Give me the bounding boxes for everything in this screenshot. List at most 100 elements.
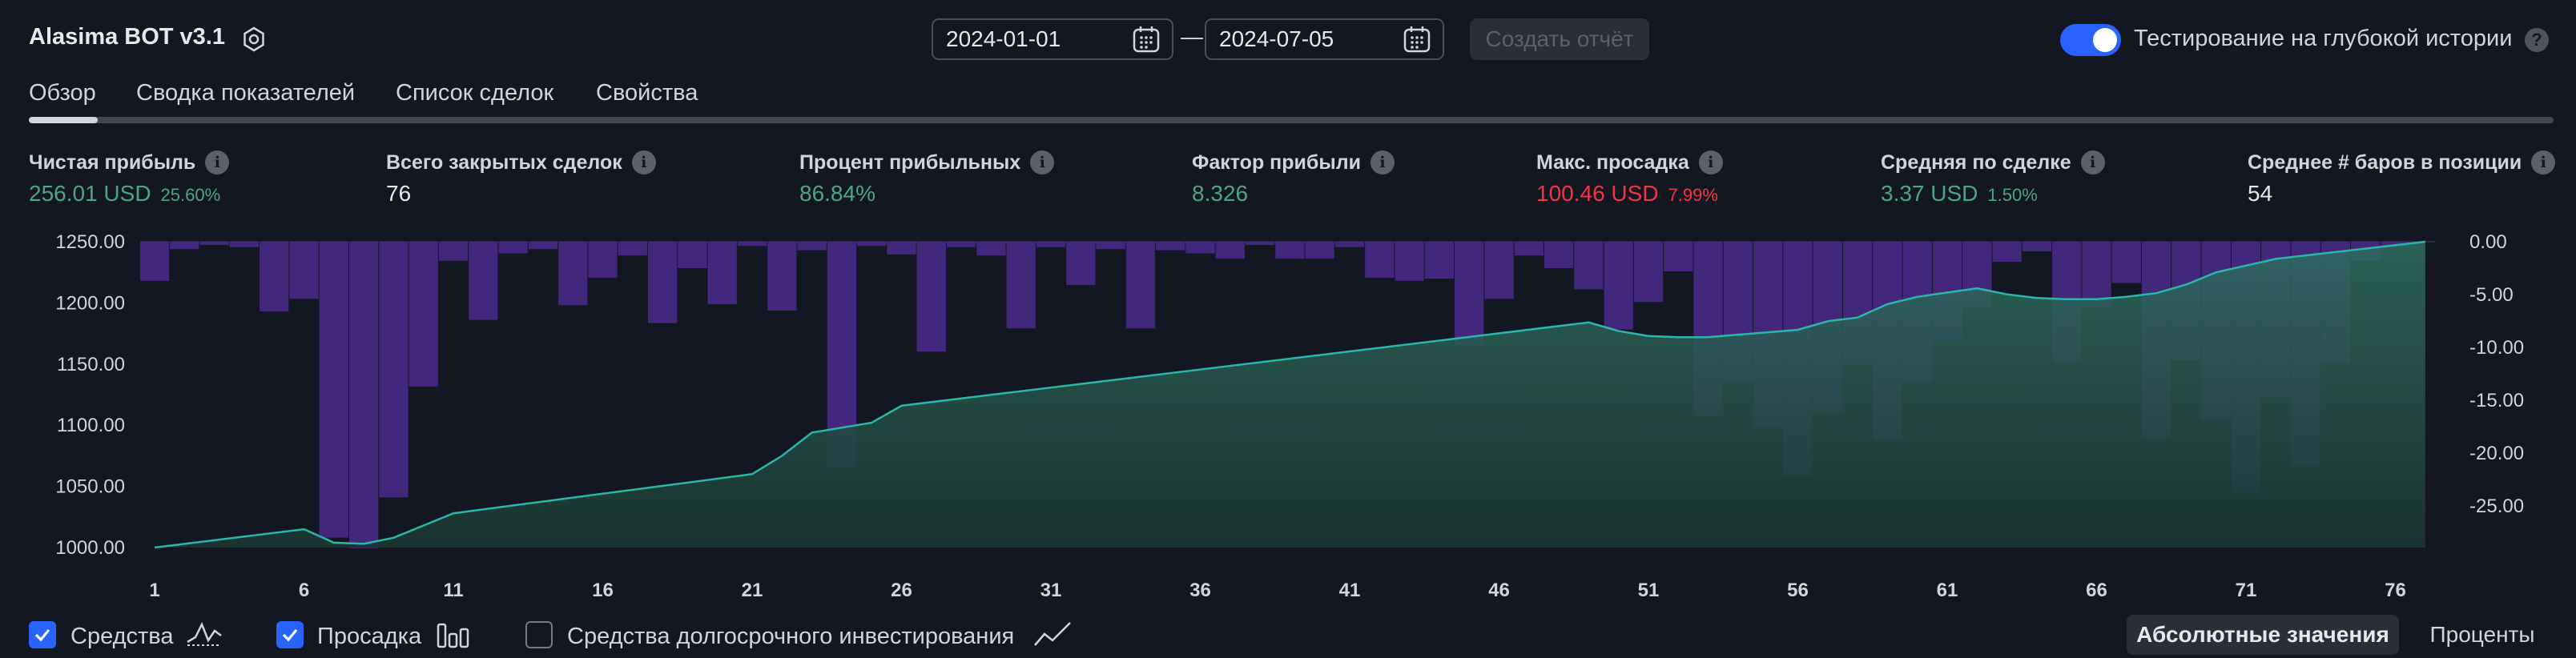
drawdown-bar — [2022, 242, 2052, 251]
drawdown-bar — [469, 242, 498, 320]
app-title: Alasima BOT v3.1 — [29, 24, 225, 50]
bar-chart-icon — [437, 623, 469, 648]
metric-profit-factor-value: 8.326 — [1192, 181, 1249, 206]
drawdown-bar — [229, 242, 260, 247]
metric-avg-bars-label: Среднее # баров в позиции i — [2248, 150, 2556, 175]
drawdown-bar — [1066, 242, 1096, 286]
drawdown-bar — [1992, 242, 2022, 263]
checkmark-icon — [34, 628, 50, 642]
y-left-tick-label: 1000.00 — [55, 537, 125, 559]
help-icon[interactable]: ? — [2525, 28, 2549, 52]
metric-value-text: 100.46 USD — [1536, 181, 1659, 206]
drawdown-bar — [199, 242, 229, 245]
buy-hold-equity-checkbox[interactable] — [525, 621, 553, 648]
drawdown-bar — [498, 242, 528, 254]
x-tick-label: 1 — [149, 580, 159, 601]
drawdown-bar — [1544, 242, 1574, 268]
drawdown-bar — [348, 242, 379, 548]
metric-label-text: Чистая прибыль — [29, 150, 196, 174]
y-left-tick-label: 1150.00 — [57, 354, 125, 375]
drawdown-bar — [1664, 242, 1693, 271]
absolute-values-button[interactable]: Абсолютные значения — [2127, 615, 2399, 655]
drawdown-bar — [887, 242, 916, 255]
drawdown-bar — [976, 242, 1006, 256]
drawdown-bar — [1334, 242, 1365, 247]
drawdown-bar — [1574, 242, 1604, 290]
tabs-scroll-track — [29, 117, 2554, 123]
info-icon[interactable]: i — [1030, 150, 1055, 175]
tab-active-indicator — [29, 117, 98, 123]
drawdown-bar — [1305, 242, 1334, 259]
drawdown-bar — [558, 242, 588, 306]
drawdown-bar — [139, 242, 170, 281]
x-tick-label: 36 — [1189, 580, 1211, 601]
y-axis-left: 1250.00 1200.00 1150.00 1100.00 1050.00 1000.… — [55, 231, 125, 559]
drawdown-legend-label[interactable]: Просадка — [317, 624, 422, 649]
trend-line-icon — [1034, 622, 1071, 646]
metric-percent: 7.99% — [1668, 185, 1718, 205]
info-icon[interactable]: i — [1370, 150, 1395, 175]
deep-history-toggle[interactable] — [2060, 24, 2121, 56]
drawdown-bar — [260, 242, 289, 312]
create-report-button[interactable]: Создать отчёт — [1470, 18, 1649, 60]
metric-net-profit-label: Чистая прибыль i — [29, 150, 230, 175]
percent-values-button[interactable]: Проценты — [2429, 622, 2535, 647]
tab-trades-list[interactable]: Список сделок — [396, 80, 554, 106]
x-axis: 1 6 11 16 21 26 31 36 41 46 51 56 61 66 71 76 — [149, 580, 2406, 601]
metric-avg-bars-value: 54 — [2248, 181, 2273, 206]
drawdown-bar — [1604, 242, 1633, 330]
drawdown-checkbox[interactable] — [276, 621, 304, 648]
x-tick-label: 11 — [443, 580, 463, 601]
y-right-tick-label: 0.00 — [2469, 231, 2507, 253]
metric-percent-profitable-label: Процент прибыльных i — [799, 150, 1055, 175]
drawdown-bar — [528, 242, 558, 250]
drawdown-bar — [1245, 242, 1275, 245]
strategy-settings-button[interactable] — [239, 24, 269, 54]
info-icon[interactable]: i — [205, 150, 230, 175]
info-icon[interactable]: i — [2531, 150, 2556, 175]
equity-drawdown-chart[interactable]: 1250.00 1200.00 1150.00 1100.00 1050.00 1000.… — [0, 224, 2576, 608]
buy-hold-legend-label[interactable]: Средства долгосрочного инвестирования — [567, 624, 1015, 649]
drawdown-bar — [857, 242, 887, 247]
date-from-input[interactable]: 2024-01-01 — [932, 18, 1173, 60]
equity-legend-label[interactable]: Средства — [70, 624, 174, 649]
info-icon[interactable]: i — [2080, 150, 2105, 175]
drawdown-bar — [1185, 242, 1215, 254]
drawdown-bar — [588, 242, 618, 278]
tab-performance-summary[interactable]: Сводка показателей — [136, 80, 356, 106]
drawdown-bar — [767, 242, 797, 311]
y-right-tick-label: -25.00 — [2469, 496, 2524, 517]
metric-label-text: Среднее # баров в позиции — [2248, 150, 2522, 174]
x-tick-label: 16 — [592, 580, 614, 601]
drawdown-bar — [2082, 242, 2111, 307]
metric-percent: 25.60% — [160, 185, 221, 205]
info-icon[interactable]: i — [1698, 150, 1723, 175]
calendar-icon[interactable] — [1403, 25, 1431, 54]
date-range-separator: — — [1181, 24, 1203, 49]
y-right-tick-label: -5.00 — [2469, 284, 2514, 306]
metric-percent-profitable-value: 86.84% — [799, 181, 875, 206]
info-icon[interactable]: i — [631, 150, 656, 175]
metric-label-text: Макс. просадка — [1536, 150, 1689, 174]
x-tick-label: 46 — [1488, 580, 1510, 601]
tab-overview[interactable]: Обзор — [29, 80, 96, 106]
date-to-input[interactable]: 2024-07-05 — [1205, 18, 1444, 60]
metric-total-trades-value: 76 — [386, 181, 412, 206]
metric-value-text: 3.37 USD — [1881, 181, 1978, 206]
metric-value-text: 256.01 USD — [29, 181, 151, 206]
drawdown-bar — [1455, 242, 1484, 346]
drawdown-bar — [916, 242, 946, 352]
metric-label-text: Процент прибыльных — [799, 150, 1021, 174]
drawdown-bar — [737, 242, 767, 247]
metric-total-trades-label: Всего закрытых сделок i — [386, 150, 656, 175]
drawdown-bar — [1395, 242, 1424, 281]
drawdown-bar — [1424, 242, 1455, 279]
x-tick-label: 56 — [1787, 580, 1809, 601]
equity-checkbox[interactable] — [29, 621, 56, 648]
drawdown-bar — [379, 242, 409, 498]
calendar-icon[interactable] — [1132, 25, 1161, 54]
toggle-knob — [2093, 28, 2117, 52]
metric-max-drawdown-label: Макс. просадка i — [1536, 150, 1723, 175]
drawdown-bar — [707, 242, 737, 304]
tab-properties[interactable]: Свойства — [596, 80, 698, 106]
